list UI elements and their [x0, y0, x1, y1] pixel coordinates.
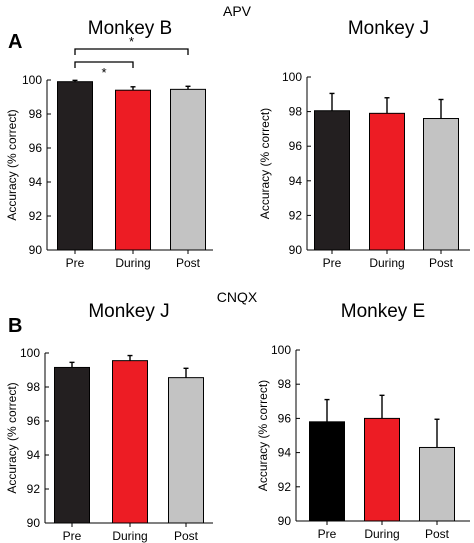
x-tick-label: Post: [429, 256, 454, 270]
chart-title: Monkey E: [341, 301, 425, 322]
y-tick-label: 98: [29, 107, 43, 121]
y-tick-label: 90: [27, 516, 41, 530]
y-axis-label: Accuracy (% correct): [5, 382, 19, 493]
x-tick-label: Post: [176, 256, 201, 270]
chart-3: Monkey J Accuracy (% correct) 90 92 94 96 98 10…: [5, 301, 213, 543]
y-tick-label: 94: [289, 174, 303, 188]
bar-post: [423, 118, 459, 251]
chart-4: Monkey E Accuracy (% correct) 90 92 94 96 98 10…: [256, 301, 470, 541]
x-tick-label: Pre: [63, 529, 82, 543]
bar-pre: [57, 81, 93, 251]
x-tick-label: Post: [425, 527, 450, 541]
significance-star: *: [129, 34, 134, 49]
y-tick-label: 92: [289, 208, 303, 222]
significance-star: *: [101, 65, 106, 80]
section-label-cnqx: CNQX: [217, 289, 258, 305]
bar-post: [419, 446, 455, 522]
section-label-apv: APV: [223, 3, 252, 19]
significance-bracket: [74, 48, 189, 55]
chart-title: Monkey B: [88, 18, 172, 39]
bar-during: [115, 89, 151, 251]
bar-during: [369, 112, 405, 251]
y-tick-label: 96: [278, 411, 292, 425]
y-tick-label: 92: [27, 482, 41, 496]
significance-bracket: [74, 61, 134, 68]
y-tick-label: 94: [27, 448, 41, 462]
y-tick-label: 94: [29, 175, 43, 189]
x-tick-label: During: [369, 256, 404, 270]
chart-2: Monkey J Accuracy (% correct) 90 92 94 96 98 10…: [258, 18, 470, 270]
x-tick-label: Pre: [66, 256, 85, 270]
y-tick-label: 100: [20, 346, 40, 360]
charts-layer: Monkey B Accuracy (% correct) 90 92 94 96 98 10…: [5, 18, 470, 543]
y-tick-label: 92: [278, 480, 292, 494]
bar-post: [170, 88, 206, 251]
panel-letter-a: A: [8, 31, 22, 53]
y-tick-label: 92: [29, 209, 43, 223]
y-tick-label: 96: [29, 141, 43, 155]
bar-pre: [309, 421, 345, 522]
bar-during: [364, 417, 400, 522]
x-tick-label: During: [364, 527, 399, 541]
chart-title: Monkey J: [88, 301, 169, 322]
chart-title: Monkey J: [348, 18, 429, 39]
y-axis-label: Accuracy (% correct): [256, 380, 270, 491]
bar-during: [112, 360, 148, 524]
x-tick-label: During: [112, 529, 147, 543]
y-tick-label: 90: [278, 514, 292, 528]
y-tick-label: 100: [22, 73, 42, 87]
y-tick-label: 90: [29, 243, 43, 257]
x-tick-label: Post: [174, 529, 199, 543]
y-tick-label: 96: [27, 414, 41, 428]
bar-post: [168, 377, 204, 524]
x-tick-label: During: [115, 256, 150, 270]
y-tick-label: 98: [27, 380, 41, 394]
y-tick-label: 94: [278, 446, 292, 460]
y-axis-label: Accuracy (% correct): [258, 108, 272, 219]
y-tick-label: 100: [282, 70, 302, 84]
bar-pre: [54, 366, 90, 524]
y-axis-label: Accuracy (% correct): [5, 109, 19, 220]
y-tick-label: 90: [289, 243, 303, 257]
bar-pre: [314, 110, 350, 251]
panel-letter-b: B: [8, 315, 22, 337]
y-tick-label: 98: [289, 105, 303, 119]
y-tick-label: 100: [271, 343, 291, 357]
y-tick-label: 98: [278, 377, 292, 391]
chart-1: Monkey B Accuracy (% correct) 90 92 94 96 98 10…: [5, 18, 213, 270]
x-tick-label: Pre: [318, 527, 337, 541]
x-tick-label: Pre: [323, 256, 342, 270]
y-tick-label: 96: [289, 139, 303, 153]
